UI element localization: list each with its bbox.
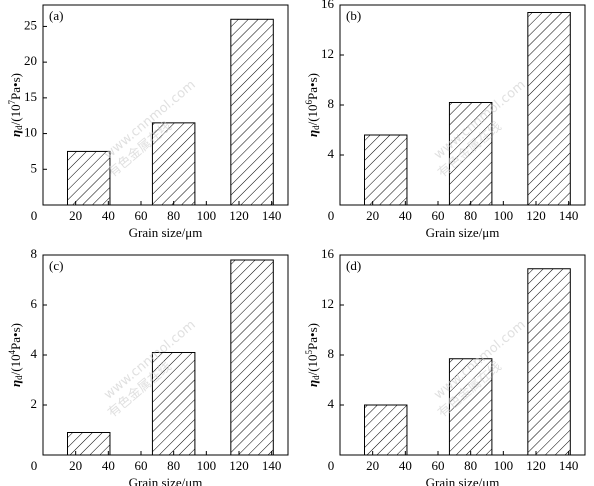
y-tick-label: 6 <box>31 296 38 311</box>
y-axis-label-part: /(10 <box>8 354 23 375</box>
y-axis-label-part: 4 <box>7 349 17 354</box>
y-axis-label-part: /(10 <box>305 354 320 375</box>
bar <box>230 18 274 206</box>
y-axis-label-part: 6 <box>304 99 314 104</box>
y-tick-label: 5 <box>31 160 38 175</box>
x-tick-label: 100 <box>494 458 514 473</box>
x-tick-label: 0 <box>31 208 38 223</box>
y-axis-label-part: d <box>311 125 321 130</box>
y-tick-label: 20 <box>24 53 37 68</box>
panel-label: (c) <box>49 258 63 273</box>
y-tick-label: 15 <box>24 89 37 104</box>
x-tick-label: 100 <box>494 208 514 223</box>
y-tick-label: 16 <box>321 0 335 11</box>
x-tick-label: 80 <box>464 458 477 473</box>
x-tick-label: 140 <box>559 208 579 223</box>
x-tick-label: 40 <box>399 458 412 473</box>
y-axis-label-part: η <box>8 380 23 387</box>
y-axis-label-part: 7 <box>7 99 17 104</box>
x-tick-label: 40 <box>102 458 115 473</box>
x-tick-label: 60 <box>135 208 148 223</box>
y-tick-label: 8 <box>328 96 335 111</box>
x-tick-label: 100 <box>197 458 217 473</box>
x-tick-label: 140 <box>262 208 282 223</box>
y-axis-label-part: Pa•s) <box>8 323 23 350</box>
bar <box>151 122 196 206</box>
x-tick-label: 120 <box>229 208 249 223</box>
x-tick-label: 40 <box>399 208 412 223</box>
x-tick-label: 20 <box>69 458 82 473</box>
x-tick-label: 0 <box>31 458 38 473</box>
panel-label: (d) <box>346 258 361 273</box>
x-tick-label: 60 <box>432 208 445 223</box>
y-axis-label-part: /(10 <box>8 104 23 125</box>
y-axis-label: ηd/(104Pa•s) <box>7 323 24 387</box>
x-tick-label: 20 <box>366 208 379 223</box>
y-axis-label-part: η <box>8 130 23 137</box>
x-tick-label: 60 <box>135 458 148 473</box>
bar <box>448 102 493 206</box>
x-tick-label: 40 <box>102 208 115 223</box>
x-axis-label: Grain size/μm <box>426 475 500 486</box>
bar <box>230 259 274 456</box>
plot-frame <box>42 4 289 206</box>
bar <box>364 134 408 206</box>
x-tick-label: 0 <box>328 458 335 473</box>
y-tick-label: 25 <box>24 17 37 32</box>
x-tick-label: 20 <box>69 208 82 223</box>
y-axis-label-part: d <box>14 375 24 380</box>
x-axis-label: Grain size/μm <box>129 475 203 486</box>
x-tick-label: 20 <box>366 458 379 473</box>
x-tick-label: 80 <box>167 208 180 223</box>
y-axis-label: ηd/(105Pa•s) <box>304 323 321 387</box>
y-tick-label: 12 <box>321 296 334 311</box>
y-axis-label: ηd/(106Pa•s) <box>304 73 321 137</box>
y-tick-label: 8 <box>328 346 335 361</box>
bar <box>67 150 111 206</box>
x-tick-label: 80 <box>167 458 180 473</box>
y-axis-label-part: η <box>305 380 320 387</box>
y-tick-label: 4 <box>328 396 335 411</box>
y-tick-label: 4 <box>328 146 335 161</box>
x-tick-label: 0 <box>328 208 335 223</box>
bar <box>67 432 111 456</box>
x-tick-label: 140 <box>559 458 579 473</box>
x-tick-label: 100 <box>197 208 217 223</box>
bar <box>364 404 408 456</box>
bar <box>527 12 571 206</box>
y-axis-label-part: /(10 <box>305 104 320 125</box>
y-axis-label-part: Pa•s) <box>8 73 23 100</box>
y-axis-label-part: η <box>305 130 320 137</box>
y-axis-label: ηd/(107Pa•s) <box>7 73 24 137</box>
y-axis-label-part: d <box>14 125 24 130</box>
y-axis-label-part: Pa•s) <box>305 323 320 350</box>
bar <box>527 268 571 456</box>
bar <box>151 352 196 456</box>
x-tick-label: 120 <box>229 458 249 473</box>
x-tick-label: 80 <box>464 208 477 223</box>
panel-label: (a) <box>49 8 63 23</box>
y-axis-label-part: Pa•s) <box>305 73 320 100</box>
y-tick-label: 16 <box>321 246 335 261</box>
x-axis-label: Grain size/μm <box>129 225 203 240</box>
y-tick-label: 4 <box>31 346 38 361</box>
x-tick-label: 60 <box>432 458 445 473</box>
y-tick-label: 2 <box>31 396 38 411</box>
y-axis-label-part: d <box>311 375 321 380</box>
y-tick-label: 10 <box>24 125 37 140</box>
y-tick-label: 8 <box>31 246 38 261</box>
y-tick-label: 12 <box>321 46 334 61</box>
y-axis-label-part: 5 <box>304 349 314 354</box>
x-tick-label: 120 <box>526 458 546 473</box>
panel-label: (b) <box>346 8 361 23</box>
x-axis-label: Grain size/μm <box>426 225 500 240</box>
x-tick-label: 120 <box>526 208 546 223</box>
x-tick-label: 140 <box>262 458 282 473</box>
